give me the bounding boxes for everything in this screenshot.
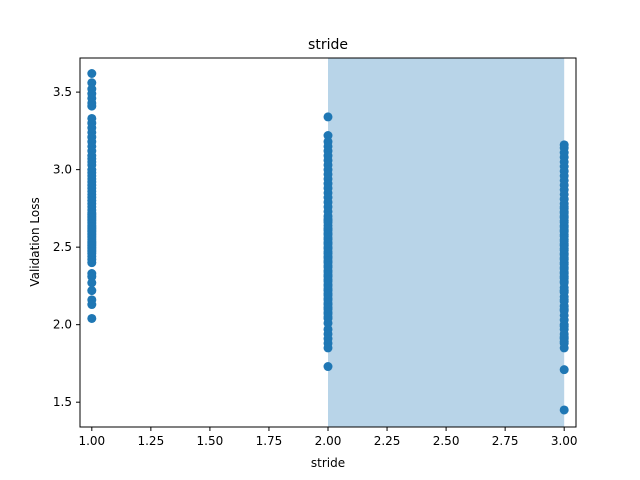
- x-tick-label: 1.75: [256, 434, 283, 448]
- data-point: [559, 253, 569, 263]
- y-tick-label: 3.5: [53, 85, 72, 99]
- data-point: [559, 337, 569, 347]
- data-point: [559, 286, 569, 296]
- data-point: [87, 258, 97, 268]
- data-point: [559, 315, 569, 325]
- data-point: [87, 78, 97, 88]
- data-point: [323, 312, 333, 322]
- data-point: [559, 272, 569, 282]
- data-point: [559, 365, 569, 375]
- data-point: [323, 318, 333, 328]
- x-tick-label: 2.25: [374, 434, 401, 448]
- data-point: [559, 321, 569, 331]
- data-point: [87, 313, 97, 323]
- y-tick-label: 2.0: [53, 318, 72, 332]
- x-tick-label: 1.50: [197, 434, 224, 448]
- data-point: [559, 244, 569, 254]
- data-point: [87, 278, 97, 288]
- data-point: [559, 225, 569, 235]
- data-point: [87, 247, 97, 257]
- data-point: [559, 234, 569, 244]
- data-point: [559, 343, 569, 353]
- x-tick-label: 2.75: [492, 434, 519, 448]
- x-tick-label: 2.50: [433, 434, 460, 448]
- data-point: [323, 343, 333, 353]
- highlight-span: [328, 58, 565, 427]
- data-point: [87, 272, 97, 282]
- data-point: [87, 69, 97, 79]
- y-tick-label: 2.5: [53, 240, 72, 254]
- data-point: [87, 286, 97, 296]
- x-tick-label: 1.25: [137, 434, 164, 448]
- x-axis-label: stride: [311, 456, 345, 470]
- data-point: [323, 362, 333, 372]
- x-tick-label: 3.00: [551, 434, 578, 448]
- data-point: [323, 217, 333, 227]
- data-point: [87, 300, 97, 310]
- x-tick-label: 2.00: [315, 434, 342, 448]
- data-point: [323, 131, 333, 141]
- data-point: [87, 101, 97, 111]
- data-point: [559, 295, 569, 305]
- data-point: [559, 216, 569, 226]
- x-tick-label: 1.00: [78, 434, 105, 448]
- data-point: [559, 206, 569, 216]
- plot-area: 1.00 1.25 1.50 1.75 2.00 2.25 2.50 2.75 3.00 1.5 2…: [53, 57, 578, 448]
- data-point: [559, 262, 569, 272]
- y-tick-label: 3.0: [53, 163, 72, 177]
- data-point: [323, 112, 333, 122]
- y-axis-label: Validation Loss: [28, 197, 42, 286]
- y-tick-label: 1.5: [53, 395, 72, 409]
- data-point: [559, 405, 569, 415]
- chart-title: stride: [308, 37, 348, 53]
- data-point: [559, 304, 569, 314]
